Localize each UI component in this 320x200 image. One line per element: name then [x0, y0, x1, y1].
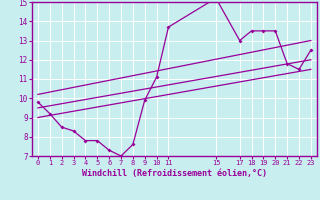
X-axis label: Windchill (Refroidissement éolien,°C): Windchill (Refroidissement éolien,°C) [82, 169, 267, 178]
